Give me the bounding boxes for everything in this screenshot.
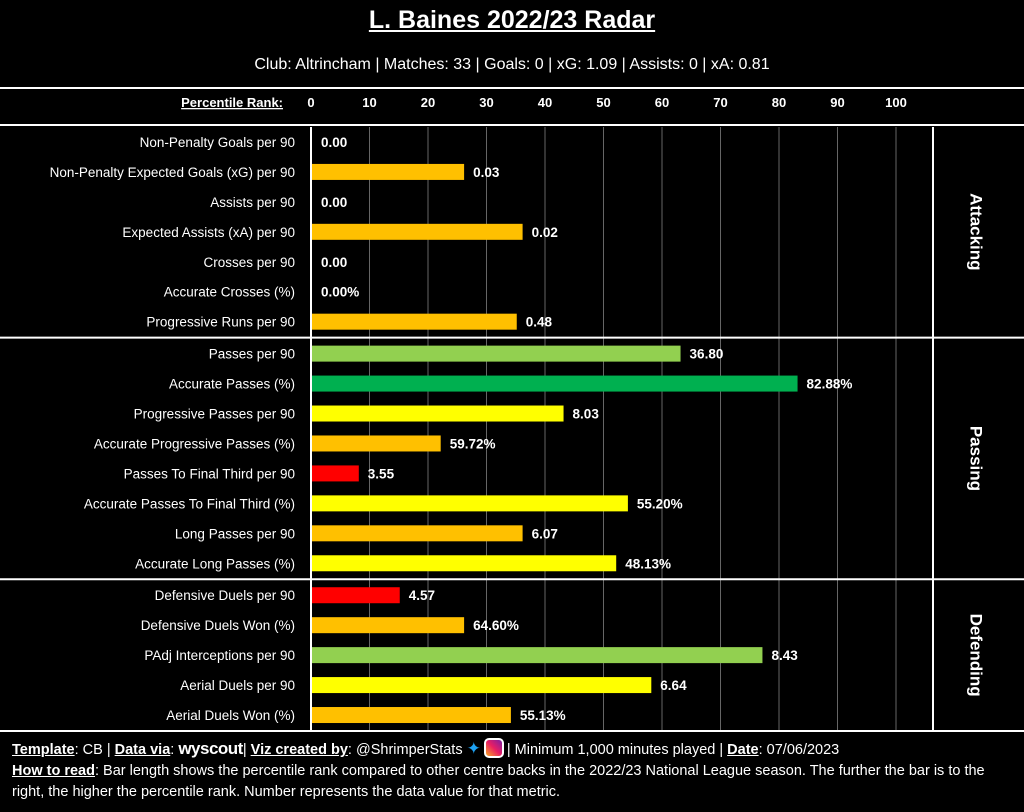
bar: [312, 707, 511, 724]
viz-label: Viz created by: [250, 742, 348, 758]
value-label: 0.00%: [321, 285, 359, 300]
bar: [312, 223, 523, 240]
metric-label: Non-Penalty Expected Goals (xG) per 90: [50, 165, 295, 180]
metric-label: Progressive Passes per 90: [134, 407, 295, 422]
x-tick-label: 70: [713, 95, 727, 110]
metric-label: Assists per 90: [210, 195, 295, 210]
bar: [312, 677, 652, 694]
metric-label: PAdj Interceptions per 90: [144, 648, 295, 663]
metric-label: Aerial Duels Won (%): [166, 708, 295, 723]
group-label: Attacking: [967, 193, 986, 270]
template-label: Template: [12, 742, 75, 758]
value-label: 36.80: [690, 347, 724, 362]
value-label: 3.55: [368, 466, 395, 481]
value-label: 6.64: [660, 678, 687, 693]
metric-label: Progressive Runs per 90: [146, 315, 295, 330]
value-label: 4.57: [409, 588, 435, 603]
bar: [312, 555, 617, 572]
value-label: 0.48: [526, 315, 553, 330]
value-label: 0.00: [321, 195, 347, 210]
x-axis-label: Percentile Rank:: [181, 95, 283, 110]
bar: [312, 465, 359, 482]
bar: [312, 587, 400, 604]
value-label: 48.13%: [625, 556, 671, 571]
bar: [312, 647, 763, 664]
value-label: 82.88%: [807, 377, 853, 392]
x-tick-label: 80: [772, 95, 786, 110]
metric-label: Crosses per 90: [203, 255, 295, 270]
wyscout-logo: wyscout: [178, 739, 243, 758]
footer: Template: CB | Data via: wyscout| Viz cr…: [12, 738, 985, 800]
metric-label: Passes To Final Third per 90: [124, 466, 295, 481]
group-label: Defending: [967, 614, 986, 697]
value-label: 6.07: [532, 526, 558, 541]
x-tick-label: 20: [421, 95, 435, 110]
bar: [312, 345, 681, 362]
viz-value: @ShrimperStats: [355, 742, 463, 758]
x-tick-label: 60: [655, 95, 669, 110]
value-label: 0.02: [532, 225, 558, 240]
instagram-icon: [483, 738, 504, 758]
metric-label: Passes per 90: [209, 347, 295, 362]
value-label: 8.43: [771, 648, 798, 663]
metric-label: Accurate Long Passes (%): [135, 556, 295, 571]
date-value: 07/06/2023: [766, 742, 840, 758]
bar: [312, 375, 798, 392]
template-value: CB: [82, 742, 103, 758]
bar-chart: Percentile Rank: 0 10 20 30 40 50 60 70 80 90 100 No…: [0, 87, 1024, 732]
value-label: 64.60%: [473, 618, 519, 633]
value-label: 8.03: [573, 407, 600, 422]
bar: [312, 435, 441, 452]
x-tick-label: 50: [596, 95, 610, 110]
bar: [312, 163, 465, 180]
bar: [312, 617, 465, 634]
value-label: 59.72%: [450, 436, 496, 451]
metric-label: Accurate Passes To Final Third (%): [84, 496, 295, 511]
bar: [312, 525, 523, 542]
chart-subtitle: Club: Altrincham | Matches: 33 | Goals: …: [254, 56, 770, 73]
metric-label: Defensive Duels per 90: [155, 588, 295, 603]
x-tick-label: 90: [830, 95, 844, 110]
metric-label: Accurate Crosses (%): [164, 285, 295, 300]
value-label: 55.20%: [637, 496, 683, 511]
metric-label: Long Passes per 90: [175, 526, 295, 541]
minimum-minutes: Minimum 1,000 minutes played: [514, 742, 716, 758]
x-tick-label: 0: [307, 95, 314, 110]
x-tick-label: 30: [479, 95, 493, 110]
value-label: 0.00: [321, 135, 347, 150]
data-via-label: Data via: [114, 742, 171, 758]
how-to-read-label: How to read: [12, 763, 95, 779]
metric-label: Accurate Progressive Passes (%): [94, 436, 295, 451]
group-label: Passing: [967, 426, 986, 491]
bar: [312, 495, 628, 512]
metric-label: Expected Assists (xA) per 90: [122, 225, 295, 240]
chart-title: L. Baines 2022/23 Radar: [368, 6, 656, 34]
value-label: 0.03: [473, 165, 500, 180]
bar: [312, 405, 564, 422]
metric-label: Defensive Duels Won (%): [141, 618, 295, 633]
value-label: 0.00: [321, 255, 347, 270]
date-label: Date: [727, 742, 759, 758]
metric-label: Accurate Passes (%): [169, 377, 295, 392]
x-tick-label: 40: [538, 95, 552, 110]
metric-label: Aerial Duels per 90: [180, 678, 295, 693]
value-label: 55.13%: [520, 708, 566, 723]
x-tick-label: 100: [885, 95, 907, 110]
metric-label: Non-Penalty Goals per 90: [140, 135, 295, 150]
how-to-read-text: Bar length shows the percentile rank com…: [12, 763, 985, 800]
bar: [312, 313, 517, 330]
x-tick-label: 10: [362, 95, 376, 110]
twitter-icon: ✦: [466, 739, 481, 758]
